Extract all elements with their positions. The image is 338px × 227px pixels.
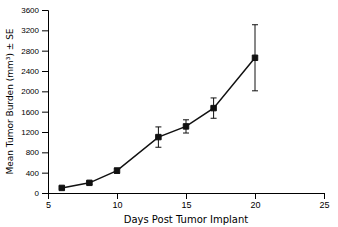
x-tick: 5 (46, 193, 51, 210)
y-tick: 1200 (21, 128, 48, 137)
y-tick-mark (42, 173, 48, 174)
x-tick: 15 (181, 193, 191, 210)
x-tick-mark (117, 193, 118, 199)
y-tick: 400 (26, 169, 48, 178)
y-tick: 3600 (21, 6, 48, 15)
x-axis: 5 10 15 20 25 (46, 193, 330, 210)
error-bar (155, 127, 161, 147)
error-bar (211, 98, 217, 118)
error-bar (183, 120, 189, 133)
point (156, 134, 161, 139)
y-tick-label: 0 (35, 189, 40, 198)
x-tick-label: 20 (250, 200, 260, 210)
x-tick-mark (255, 193, 256, 199)
y-tick-mark (42, 10, 48, 11)
y-tick-mark (42, 152, 48, 153)
y-tick-label: 400 (26, 169, 40, 178)
y-tick-mark (42, 91, 48, 92)
y-tick: 0 (35, 189, 48, 198)
y-tick-mark (42, 193, 48, 194)
y-tick-mark (42, 30, 48, 31)
y-tick-label: 800 (26, 148, 40, 157)
x-tick-label: 15 (181, 200, 191, 210)
point (59, 185, 64, 190)
x-tick-label: 5 (46, 200, 51, 210)
point (183, 124, 188, 129)
point (114, 168, 119, 173)
x-tick: 10 (112, 193, 122, 210)
point (211, 105, 216, 110)
error-bar (114, 168, 120, 173)
x-tick: 25 (319, 193, 329, 210)
y-tick: 2400 (21, 67, 48, 76)
y-axis-title: Mean Tumor Burden (mm³) ± SE (5, 28, 15, 174)
y-tick: 1600 (21, 108, 48, 117)
x-axis-line (49, 194, 325, 200)
y-tick: 2000 (21, 87, 48, 96)
y-tick-mark (42, 112, 48, 113)
x-tick-mark (324, 193, 325, 199)
y-tick: 2800 (21, 47, 48, 56)
y-tick-mark (42, 132, 48, 133)
point (87, 180, 92, 185)
y-tick-mark (42, 71, 48, 72)
y-tick-label: 1600 (21, 108, 39, 117)
y-tick-label: 2800 (21, 47, 39, 56)
y-tick-label: 2400 (21, 67, 39, 76)
marks (59, 25, 258, 191)
x-tick: 20 (250, 193, 260, 210)
y-tick: 800 (26, 148, 48, 157)
y-tick-mark (42, 51, 48, 52)
x-tick-mark (186, 193, 187, 199)
x-tick-label: 25 (319, 200, 329, 210)
y-tick-label: 3600 (21, 6, 39, 15)
line (62, 58, 255, 188)
y-tick-label: 3200 (21, 26, 39, 35)
y-tick: 3200 (21, 26, 48, 35)
x-axis-title: Days Post Tumor Implant (124, 214, 249, 225)
y-axis-line (42, 11, 49, 194)
x-tick-label: 10 (112, 200, 122, 210)
y-tick-label: 1200 (21, 128, 39, 137)
chart: 5 10 15 20 25 0 400 800 1200 1600 2000 2400 2800 3200… (0, 0, 338, 227)
error-bar (252, 25, 258, 91)
y-tick-label: 2000 (21, 87, 39, 96)
point (252, 55, 257, 60)
plot-area: 5 10 15 20 25 0 400 800 1200 1600 2000 2400 2800 3200… (21, 6, 329, 210)
y-axis: 0 400 800 1200 1600 2000 2400 2800 3200 3600 (21, 6, 48, 198)
